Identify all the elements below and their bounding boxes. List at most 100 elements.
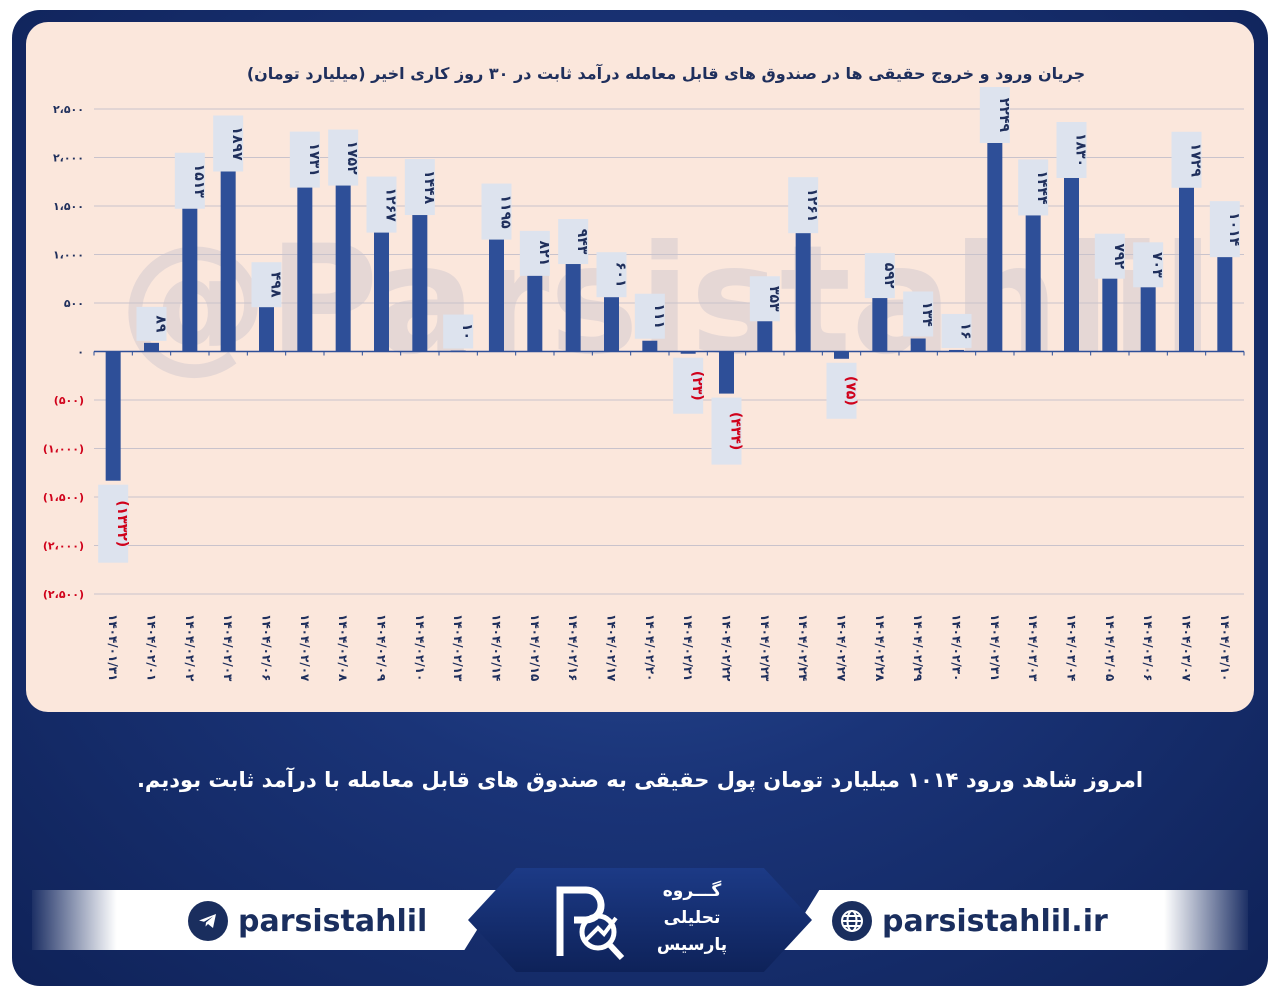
data-label-box (634, 293, 665, 339)
telegram-handle: parsistahlil (238, 903, 428, 939)
data-label: ۷۹۲ (1111, 243, 1127, 269)
bar (604, 293, 619, 352)
bar (527, 271, 543, 352)
x-tick-label: ۱۴۰۴/۰۲/۲۰ (643, 614, 657, 681)
bar (220, 167, 236, 352)
y-tick-label: (۱،۰۰۰) (43, 443, 84, 456)
data-label-box (98, 484, 129, 563)
data-label: ۱۴۴۴ (1034, 170, 1050, 205)
globe-icon (832, 901, 872, 941)
data-label: ۱۷۵۲ (344, 140, 360, 175)
x-tick-label: ۱۴۰۴/۰۲/۲۱ (681, 614, 695, 681)
x-tick-label: ۱۴۰۴/۰۲/۱۳ (451, 614, 465, 682)
x-tick-label: ۱۴۰۴/۰۲/۲۳ (758, 614, 772, 682)
website-link[interactable]: parsistahlil.ir (832, 901, 1108, 941)
data-label-box (213, 115, 244, 172)
data-label: ۱۱۱ (651, 303, 667, 329)
bar (1217, 253, 1233, 352)
chart-title: جریان ورود و خروج حقیقی ها در صندوق های … (247, 63, 1085, 83)
data-label: ۱۸۳۰ (1073, 133, 1089, 167)
bar (757, 317, 773, 352)
chart-panel: @Parsistahlil جریان ورود و خروج حقیقی ها … (26, 22, 1254, 712)
y-tick-label: ۵۰۰ (64, 297, 84, 310)
data-label: (۲۳) (689, 371, 705, 401)
data-label-box (711, 397, 742, 465)
data-label: ۱۲۶۷ (383, 188, 399, 223)
y-tick-label: ۱،۵۰۰ (53, 200, 84, 213)
footer: parsistahlil parsistahlil.ir گـــروه تحل… (12, 868, 1268, 978)
data-label-box (519, 230, 550, 276)
data-label-box (826, 362, 857, 419)
x-tick-label: ۱۴۰۴/۰۳/۰۳ (1026, 614, 1040, 682)
bar (719, 351, 734, 394)
x-tick-label: ۱۴۰۴/۰۲/۰۸ (336, 614, 350, 682)
bar (872, 294, 888, 352)
x-tick-label: ۱۴۰۴/۰۲/۱۵ (528, 614, 542, 681)
x-tick-label: ۱۴۰۴/۰۲/۲۸ (873, 614, 887, 682)
data-label-box (1056, 121, 1087, 178)
x-tick-label: ۱۴۰۴/۰۲/۳۰ (950, 614, 964, 681)
bar (680, 351, 696, 354)
data-label: ۱۱۹۵ (498, 194, 514, 229)
telegram-icon (188, 901, 228, 941)
x-tick-label: ۱۴۰۴/۰۲/۲۴ (796, 614, 810, 681)
bar (489, 235, 504, 352)
logo-box (468, 868, 812, 972)
logo-line-1: گـــروه (662, 881, 722, 901)
data-label: (۷۵) (843, 376, 859, 406)
x-tick-label: ۱۴۰۴/۰۱/۳۱ (106, 614, 120, 681)
data-label: ۱۰ (459, 323, 475, 340)
x-tick-label: ۱۴۰۴/۰۳/۱۰ (1218, 614, 1232, 681)
data-label: ۱۴۴۸ (421, 170, 437, 205)
y-tick-label: ۲،۰۰۰ (53, 152, 84, 165)
data-label-box (1171, 131, 1202, 188)
data-label-box (366, 176, 397, 233)
data-label-box (903, 291, 934, 337)
data-label-box (979, 87, 1010, 143)
data-label-box (1133, 242, 1164, 288)
data-label-box (328, 129, 359, 186)
x-tick-label: ۱۴۰۴/۰۳/۰۶ (1141, 614, 1155, 681)
data-label: ۱۰۱۴ (1226, 212, 1242, 247)
data-label-box (864, 253, 895, 299)
logo-line-3: پارسیس (656, 935, 728, 955)
caption: امروز شاهد ورود ۱۰۱۴ میلیارد تومان پول ح… (136, 768, 1144, 792)
y-tick-label: ۲،۵۰۰ (53, 103, 84, 116)
website-url: parsistahlil.ir (882, 903, 1108, 939)
data-label: ۱۳۴ (919, 301, 935, 327)
x-tick-label: ۱۴۰۴/۰۲/۲۲ (720, 614, 734, 682)
data-label-box (673, 357, 704, 414)
data-label: ۱۶ (958, 322, 974, 339)
x-tick-label: ۱۴۰۴/۰۲/۰۹ (375, 614, 389, 682)
data-label-box (289, 131, 320, 188)
bar (335, 181, 351, 352)
data-label: (۱۳۳۲) (114, 500, 130, 547)
data-label-box (749, 276, 780, 322)
y-tick-label: ۰ (77, 346, 84, 359)
y-tick-label: (۲،۵۰۰) (43, 588, 84, 601)
bar (1140, 283, 1156, 352)
data-label: ۱۷۲۹ (1188, 143, 1204, 178)
bar (182, 204, 198, 352)
logo-line-2: تحلیلی (663, 908, 721, 928)
chart: @Parsistahlil جریان ورود و خروج حقیقی ها … (43, 63, 1245, 682)
data-label-box (481, 183, 512, 240)
watermark: @Parsistahlil (118, 214, 1213, 388)
data-label-box (443, 314, 474, 349)
data-label-box (788, 177, 819, 234)
bar (1102, 274, 1118, 352)
x-tick-label: ۱۴۰۴/۰۲/۱۷ (605, 614, 619, 682)
bar (259, 303, 274, 352)
x-tick-label: ۱۴۰۴/۰۳/۰۵ (1103, 614, 1117, 681)
bar (1064, 173, 1079, 352)
data-label: ۵۹۲ (881, 263, 897, 289)
bar (834, 351, 849, 359)
bar (987, 133, 1003, 352)
y-tick-label: (۵۰۰) (54, 394, 84, 407)
bar (795, 229, 811, 352)
data-label: ۴۹۸ (268, 272, 284, 298)
bar (144, 342, 159, 352)
bar (1025, 211, 1041, 352)
frame: @Parsistahlil جریان ورود و خروج حقیقی ها … (12, 10, 1268, 986)
telegram-link[interactable]: parsistahlil (188, 901, 427, 941)
